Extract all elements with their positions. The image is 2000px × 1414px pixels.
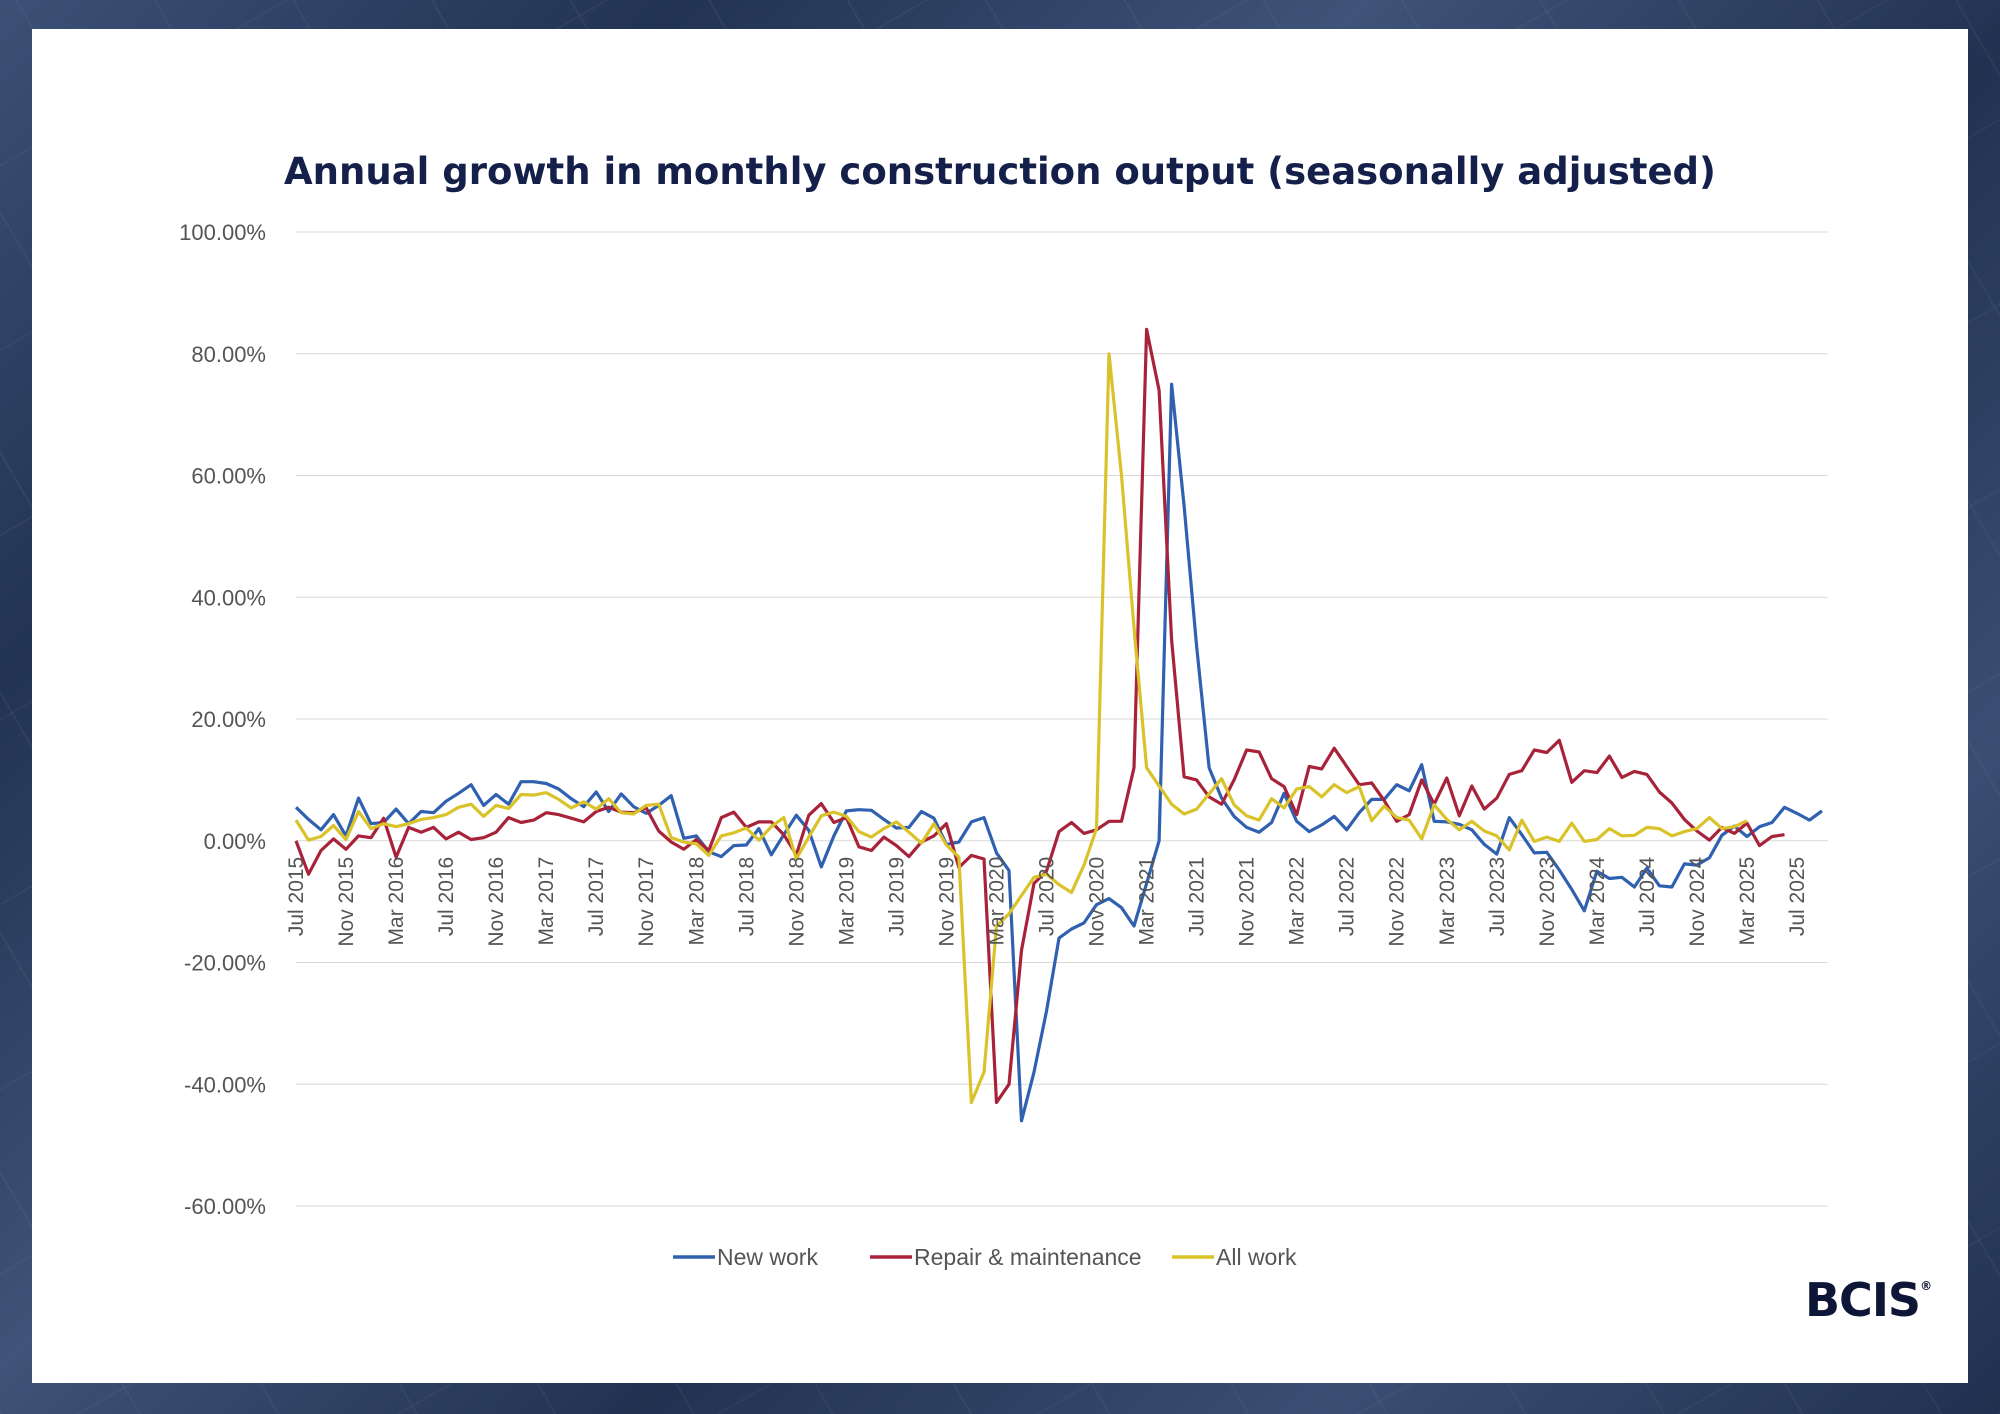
y-tick-label: 40.00% <box>191 585 266 610</box>
series-line-repair-maintenance <box>294 327 1785 1105</box>
x-tick-label: Nov 2019 <box>935 857 958 947</box>
y-tick-label: -40.00% <box>184 1072 266 1097</box>
x-tick-label: Mar 2019 <box>835 857 858 946</box>
y-tick-label: -60.00% <box>184 1194 266 1219</box>
y-tick-label: 100.00% <box>179 220 266 245</box>
series-line-all-work <box>294 352 1748 1105</box>
x-tick-label: Jul 2023 <box>1486 857 1509 936</box>
x-tick-label: Mar 2021 <box>1136 857 1159 946</box>
x-tick-label: Nov 2016 <box>485 857 508 947</box>
x-tick-label: Jul 2022 <box>1336 857 1359 936</box>
x-tick-label: Jul 2020 <box>1035 857 1058 936</box>
y-tick-label: 80.00% <box>191 342 266 367</box>
x-tick-label: Mar 2022 <box>1286 857 1309 946</box>
x-tick-label: Jul 2019 <box>885 857 908 936</box>
series-line-new-work <box>294 382 1823 1123</box>
y-tick-label: -20.00% <box>184 951 266 976</box>
x-tick-label: Mar 2018 <box>685 857 708 946</box>
chart-title: Annual growth in monthly construction ou… <box>284 150 1716 193</box>
x-tick-label: Nov 2022 <box>1386 857 1409 947</box>
legend-label: Repair & maintenance <box>914 1244 1142 1270</box>
x-tick-label: Mar 2017 <box>535 857 558 946</box>
x-tick-label: Nov 2023 <box>1536 857 1559 947</box>
x-axis-ticks: Jul 2015 Nov 2015 Mar 2016 Jul 2016 Nov 2016… <box>285 856 1809 946</box>
x-tick-label: Mar 2023 <box>1436 857 1459 946</box>
x-tick-label: Jul 2021 <box>1186 857 1209 936</box>
x-tick-label: Mar 2025 <box>1736 857 1759 946</box>
x-tick-label: Mar 2024 <box>1586 856 1609 945</box>
gridlines <box>296 231 1828 1207</box>
y-tick-label: 20.00% <box>191 707 266 732</box>
y-tick-label: 0.00% <box>204 829 266 854</box>
bcis-logo: BCIS® <box>1805 1273 1932 1327</box>
legend: New work Repair & maintenance All work <box>673 1244 1297 1270</box>
x-tick-label: Mar 2020 <box>985 857 1008 946</box>
x-tick-label: Jul 2015 <box>285 857 308 936</box>
x-tick-label: Jul 2018 <box>735 857 758 936</box>
x-tick-label: Jul 2016 <box>435 857 458 936</box>
chart-card <box>32 29 1968 1383</box>
legend-label: All work <box>1216 1244 1297 1270</box>
x-tick-label: Nov 2024 <box>1686 856 1709 946</box>
x-tick-label: Jul 2017 <box>585 857 608 936</box>
x-tick-label: Nov 2015 <box>335 857 358 947</box>
x-tick-label: Nov 2020 <box>1086 857 1109 947</box>
x-tick-label: Nov 2021 <box>1236 857 1259 947</box>
y-axis-ticks: 100.00% 80.00% 60.00% 40.00% 20.00% 0.00% -20.… <box>179 220 266 1219</box>
x-tick-label: Jul 2024 <box>1636 856 1659 936</box>
y-tick-label: 60.00% <box>191 464 266 489</box>
series-lines <box>294 327 1823 1123</box>
logo-text: BCIS <box>1805 1273 1921 1327</box>
x-tick-label: Nov 2018 <box>785 857 808 947</box>
legend-label: New work <box>717 1244 818 1270</box>
x-tick-label: Jul 2025 <box>1786 857 1809 936</box>
registered-mark: ® <box>1920 1279 1932 1293</box>
x-tick-label: Mar 2016 <box>385 857 408 946</box>
x-tick-label: Nov 2017 <box>635 857 658 947</box>
